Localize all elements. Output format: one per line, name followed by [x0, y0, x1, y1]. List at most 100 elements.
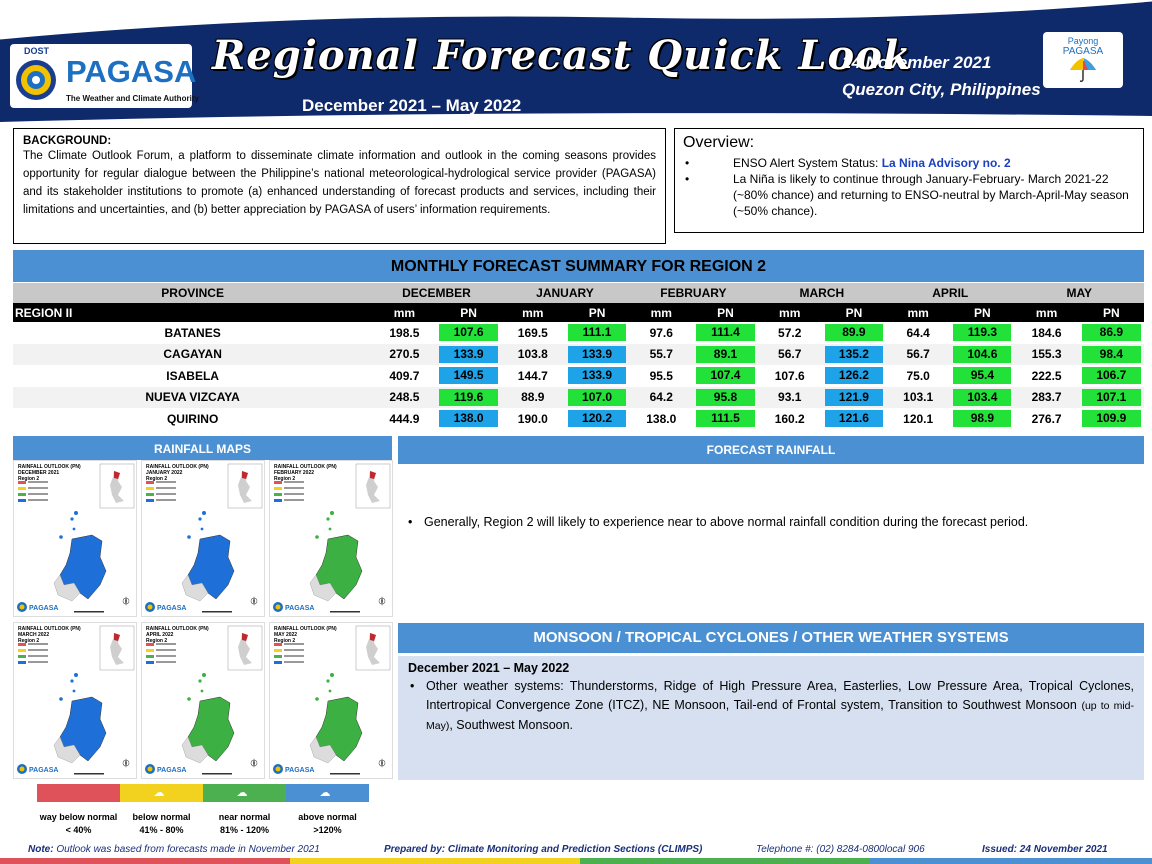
pn-cell: 119.6	[436, 386, 501, 408]
pn-cell: 89.9	[822, 322, 886, 344]
legend-range: 41% - 80%	[139, 825, 184, 835]
mm-cell: 120.1	[903, 411, 934, 426]
pn-value: 89.1	[696, 345, 755, 363]
footer-note-text: Outlook was based from forecasts made in…	[53, 844, 320, 855]
footer-telephone: Telephone #: (02) 8284-0800local 906	[756, 844, 925, 855]
pn-value: 149.5	[439, 367, 498, 385]
legend-label: near normal	[218, 812, 271, 822]
pn-value: 89.9	[824, 324, 884, 342]
rainfall-maps-title: RAINFALL MAPS	[13, 436, 392, 460]
table-title: MONTHLY FORECAST SUMMARY FOR REGION 2	[13, 250, 1144, 282]
map-title-line: Region 2	[146, 476, 168, 482]
unit-pn: PN	[693, 303, 758, 322]
pn-value: 133.9	[567, 367, 627, 385]
pn-value: 120.2	[567, 410, 627, 428]
pn-cell: 103.4	[950, 386, 1015, 408]
pn-cell: 133.9	[564, 343, 630, 365]
pn-cell: 111.5	[693, 408, 757, 430]
pn-cell: 133.9	[436, 343, 501, 365]
background-heading: BACKGROUND:	[23, 135, 112, 147]
mm-cell: 184.6	[1031, 325, 1062, 340]
pn-value: 133.9	[439, 345, 498, 363]
rainfall-map-panel: RAINFALL OUTLOOK (PN) MAY 2022 Region 2 PAG…	[269, 622, 393, 779]
map-title-line: RAINFALL OUTLOOK (PN)	[274, 626, 337, 632]
legend-range: 81% - 120%	[219, 825, 270, 835]
mm-cell: 169.5	[517, 325, 548, 340]
footer-bar-yellow	[290, 858, 580, 864]
table-row: ISABELA 409.7 149.5 144.7 133.9 95.5 107.4 107.…	[13, 365, 1144, 387]
rainfall-map-panel: RAINFALL OUTLOOK (PN) APRIL 2022 Region 2 P…	[141, 622, 265, 779]
legend-swatch: ☁	[203, 784, 286, 802]
table-row: QUIRINO 444.9 138.0 190.0 120.2 138.0 111.5 160…	[13, 408, 1144, 430]
month-header: FEBRUARY	[629, 283, 758, 303]
map-panel-title: RAINFALL OUTLOOK (PN) APRIL 2022 Region 2	[146, 626, 209, 644]
pn-value: 107.6	[439, 324, 498, 342]
region-2-map: PAGASA	[17, 625, 135, 775]
forecast-period: December 2021 – May 2022	[302, 96, 522, 115]
pn-cell: 107.4	[693, 365, 757, 387]
mm-cell: 155.3	[1014, 343, 1079, 365]
map-title-line: RAINFALL OUTLOOK (PN)	[18, 626, 81, 632]
region-2-map: PAGASA	[17, 463, 135, 613]
rainfall-map-panel: RAINFALL OUTLOOK (PN) DECEMBER 2021 Region…	[13, 460, 137, 617]
pn-value: 133.9	[567, 345, 627, 363]
map-brand-label: PAGASA	[157, 767, 186, 774]
mm-cell: 103.1	[886, 386, 951, 408]
map-panel-title: RAINFALL OUTLOOK (PN) JANUARY 2022 Region …	[146, 464, 209, 482]
pn-value: 111.1	[567, 324, 627, 342]
pn-value: 106.7	[1081, 367, 1141, 385]
pagasa-tagline: The Weather and Climate Authority	[66, 94, 199, 103]
pn-cell: 121.6	[822, 408, 886, 430]
header-banner: DOST PAGASA The Weather and Climate Auth…	[0, 0, 1152, 122]
map-title-line: JANUARY 2022	[146, 470, 183, 476]
unit-mm: mm	[372, 303, 437, 322]
mm-cell: 64.4	[906, 325, 930, 340]
unit-mm: mm	[629, 303, 694, 322]
legend-swatch	[37, 784, 120, 802]
region-2-map: PAGASA	[145, 625, 263, 775]
mm-cell: 107.6	[774, 368, 805, 383]
payong-label: Payong	[1067, 36, 1099, 46]
unit-mm: mm	[500, 303, 565, 322]
mm-cell: 55.7	[629, 343, 694, 365]
map-title-line: DECEMBER 2021	[18, 470, 60, 476]
pn-value: 86.9	[1081, 324, 1141, 342]
pn-cell: 120.2	[565, 408, 629, 430]
umbrella-icon	[1070, 58, 1096, 82]
map-title-line: Region 2	[18, 638, 40, 644]
mm-cell: 95.5	[649, 368, 673, 383]
map-panel-title: RAINFALL OUTLOOK (PN) DECEMBER 2021 Region…	[18, 464, 81, 482]
monsoon-title: MONSOON / TROPICAL CYCLONES / OTHER WEAT…	[398, 623, 1144, 653]
map-title-line: Region 2	[274, 476, 296, 482]
pn-value: 135.2	[824, 345, 884, 363]
pn-value: 98.9	[953, 410, 1012, 428]
payong-pagasa-logo: Payong PAGASA	[1043, 32, 1123, 88]
pn-value: 119.6	[439, 388, 498, 406]
pn-cell: 111.4	[693, 322, 757, 344]
region-2-map: PAGASA	[273, 463, 391, 613]
map-title-line: Region 2	[146, 638, 168, 644]
province-cell: BATANES	[164, 325, 221, 340]
issue-place: Quezon City, Philippines	[842, 80, 1041, 99]
unit-mm: mm	[1014, 303, 1079, 322]
map-title-line: APRIL 2022	[146, 632, 174, 638]
province-header: PROVINCE	[13, 283, 373, 303]
month-header-row: PROVINCE DECEMBER JANUARY FEBRUARY MARCH…	[13, 283, 1144, 303]
pn-cell: 98.9	[950, 408, 1014, 430]
table-body: BATANES 198.5 107.6 169.5 111.1 97.6 111.4 57.2…	[13, 322, 1144, 430]
mm-cell: 409.7	[389, 368, 420, 383]
legend-range: >120%	[313, 825, 342, 835]
region-2-map: PAGASA	[273, 625, 391, 775]
mm-cell: 270.5	[372, 343, 437, 365]
footer-issued: Issued: 24 November 2021	[982, 844, 1108, 855]
payong-pagasa-label: PAGASA	[1062, 46, 1104, 57]
pn-cell: 107.1	[1078, 386, 1144, 408]
legend-label: below normal	[132, 812, 191, 822]
region-label: REGION II	[13, 303, 373, 322]
unit-mm: mm	[886, 303, 951, 322]
mm-cell: 190.0	[517, 411, 548, 426]
mm-cell: 56.7	[757, 343, 822, 365]
pn-cell: 106.7	[1079, 365, 1144, 387]
pn-value: 103.4	[953, 388, 1012, 406]
enso-advisory-link[interactable]: La Nina Advisory no. 2	[881, 156, 1011, 170]
